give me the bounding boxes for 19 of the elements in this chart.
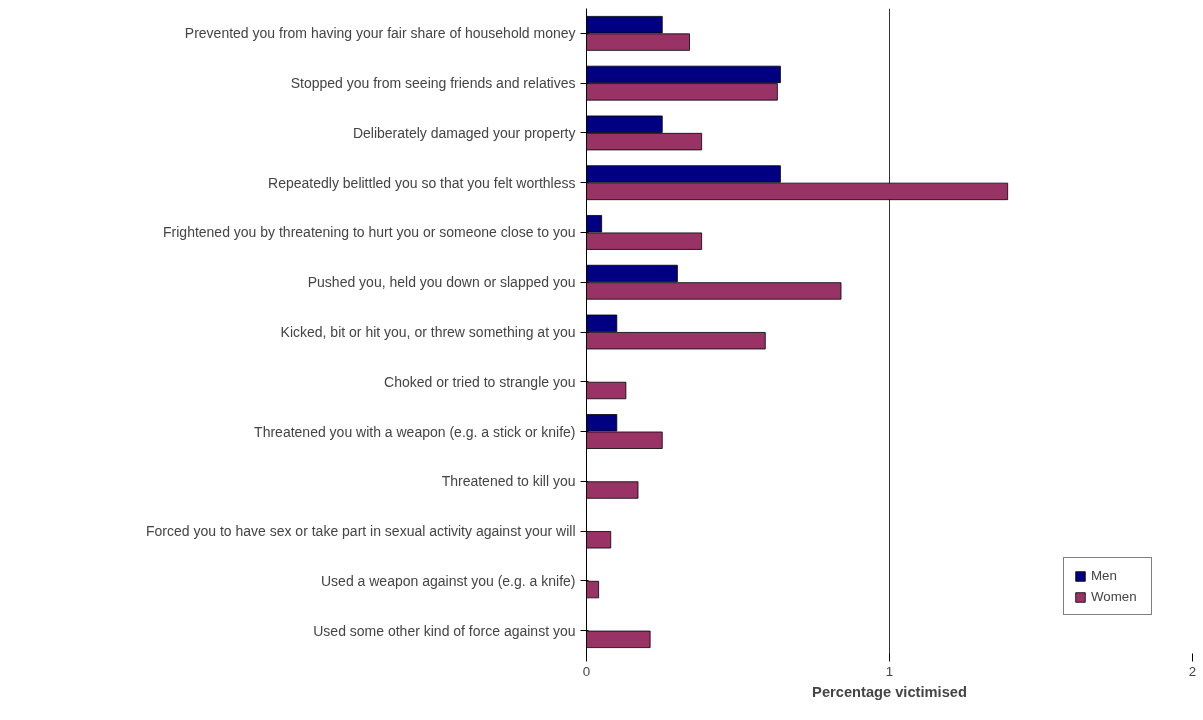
- y-tick-label: Used a weapon against you (e.g. a knife): [321, 572, 576, 589]
- y-tick-label: Used some other kind of force against you: [313, 622, 576, 639]
- y-tick-label: Kicked, bit or hit you, or threw something at you: [280, 324, 576, 340]
- y-tick-label: Repeatedly belittled you so that you felt worthless: [268, 174, 576, 191]
- y-tick-label: Deliberately damaged your property: [352, 124, 576, 141]
- y-tick-label: Frightened you by threatening to hurt you or someone close to you: [163, 224, 576, 241]
- y-tick-label: Threatened you with a weapon (e.g. a stick or knife): [254, 423, 576, 440]
- x-axis-title: Percentage victimised: [812, 683, 967, 700]
- x-tick-label: 0: [582, 663, 591, 679]
- y-tick-label: Choked or tried to strangle you: [384, 373, 576, 390]
- y-tick-label: Pushed you, held you down or slapped you: [307, 274, 576, 291]
- y-tick-label: Prevented you from having your fair share of household money: [184, 25, 576, 42]
- y-tick-label: Forced you to have sex or take part in sexual activity against your will: [145, 523, 576, 540]
- x-tick-label: 2: [1188, 663, 1197, 679]
- legend-label: Men: [1091, 568, 1118, 583]
- legend-label: Women: [1091, 589, 1138, 604]
- y-tick-label: Threatened to kill you: [441, 473, 576, 490]
- y-tick-label: Stopped you from seeing friends and relatives: [290, 75, 576, 92]
- x-tick-label: 1: [885, 663, 894, 679]
